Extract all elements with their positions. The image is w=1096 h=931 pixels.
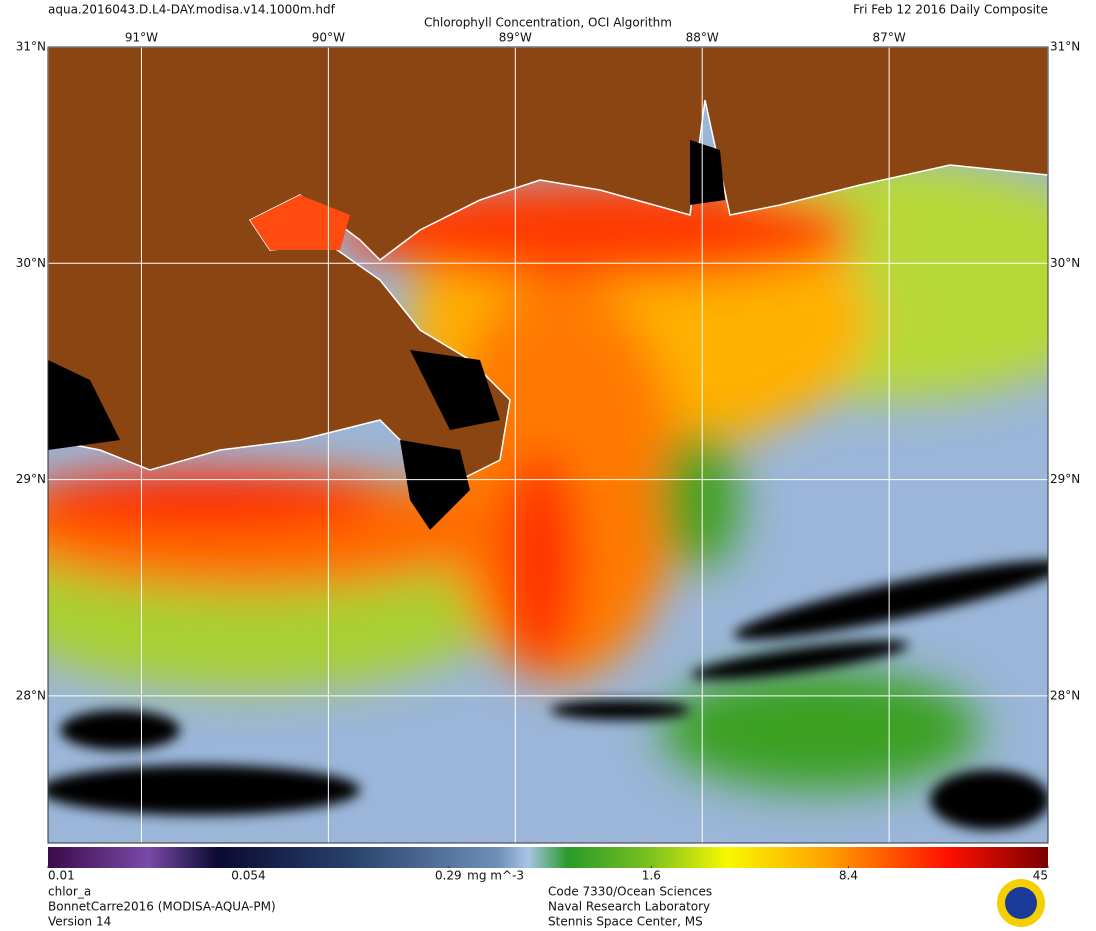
map-title: Chlorophyll Concentration, OCI Algorithm bbox=[424, 16, 672, 30]
logo-center bbox=[1005, 887, 1037, 919]
colorbar-label: 8.4 bbox=[839, 869, 858, 883]
lat-label: 28°N bbox=[16, 688, 46, 702]
footer-center: Code 7330/Ocean Sciences bbox=[548, 885, 712, 899]
chlorophyll-field bbox=[48, 160, 1048, 790]
colorbar-label: 45 bbox=[1033, 869, 1048, 883]
lon-label: 89°W bbox=[499, 31, 532, 45]
date-label: Fri Feb 12 2016 Daily Composite bbox=[853, 3, 1048, 17]
footer-left: Version 14 bbox=[48, 915, 111, 929]
graticule bbox=[48, 46, 1048, 843]
logo bbox=[997, 879, 1045, 927]
lat-label: 29°N bbox=[1050, 472, 1080, 486]
footer-left: chlor_a bbox=[48, 885, 91, 899]
map-frame bbox=[47, 46, 1049, 844]
colorbar-label: 0.054 bbox=[231, 869, 265, 883]
footer-center: Stennis Space Center, MS bbox=[548, 915, 703, 929]
cloud-mask bbox=[48, 560, 1048, 830]
lon-label: 87°W bbox=[873, 31, 906, 45]
imagery bbox=[48, 47, 1048, 843]
lon-label: 88°W bbox=[686, 31, 719, 45]
lake bbox=[250, 195, 350, 250]
inland-water bbox=[48, 140, 725, 530]
lat-label: 30°N bbox=[16, 256, 46, 270]
lat-label: 30°N bbox=[1050, 256, 1080, 270]
colorbar-label: 0.01 bbox=[48, 869, 75, 883]
footer-center: Naval Research Laboratory bbox=[548, 900, 710, 914]
lon-label: 90°W bbox=[312, 31, 345, 45]
file-name: aqua.2016043.D.L4-DAY.modisa.v14.1000m.h… bbox=[48, 3, 336, 17]
lat-label: 28°N bbox=[1050, 688, 1080, 702]
lat-label: 31°N bbox=[16, 40, 46, 54]
footer-left: BonnetCarre2016 (MODISA-AQUA-PM) bbox=[48, 900, 276, 914]
lon-label: 91°W bbox=[125, 31, 158, 45]
colorbar bbox=[48, 847, 1048, 868]
lat-label: 29°N bbox=[16, 472, 46, 486]
lat-label: 31°N bbox=[1050, 40, 1080, 54]
colorbar-label: 1.6 bbox=[642, 869, 661, 883]
colorbar-unit: mg m^-3 bbox=[467, 869, 524, 883]
colorbar-label: 0.29 bbox=[435, 869, 462, 883]
